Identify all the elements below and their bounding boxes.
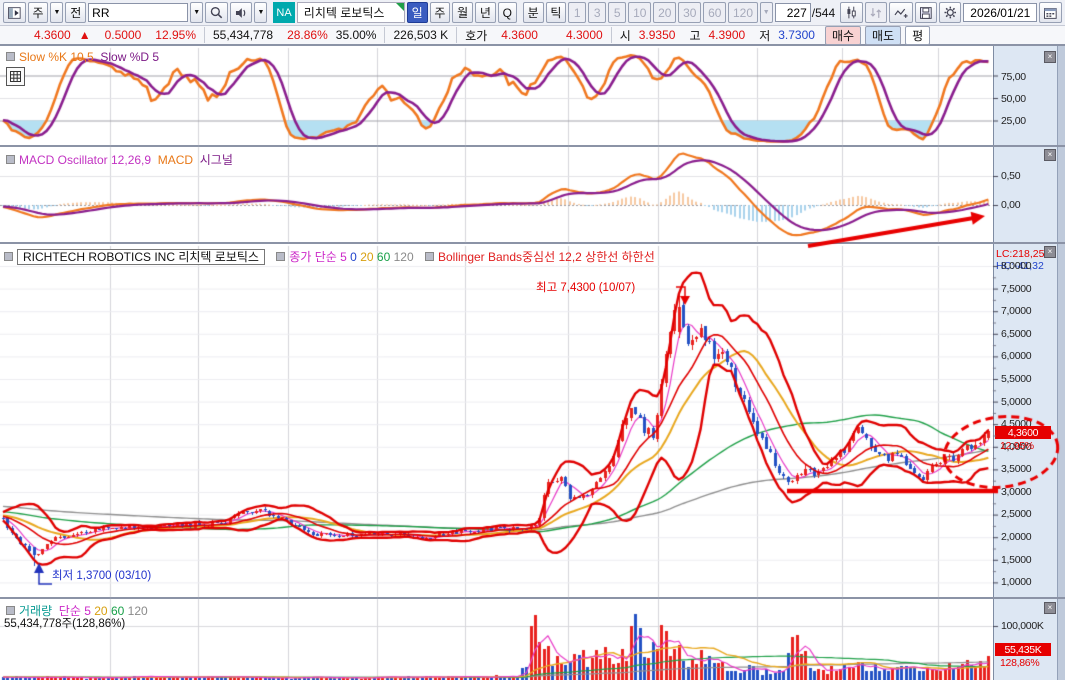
trendline-tool-icon[interactable] [889, 2, 913, 23]
interval-30-button[interactable]: 30 [678, 2, 702, 23]
interval-1-button[interactable]: 1 [568, 2, 587, 23]
volume-ma-label: 단순 5 [58, 604, 91, 618]
macd-signal-label: 시그널 [199, 153, 233, 167]
volume-legend[interactable]: 거래량 단순 5 20 60 120 [6, 602, 148, 619]
week-quick-dropdown-icon[interactable]: ▼ [50, 2, 64, 23]
bollinger-label: Bollinger Bands중심선 12,2 상한선 하한선 [437, 250, 655, 264]
data-table-icon[interactable] [6, 67, 25, 86]
speaker-dropdown-icon[interactable]: ▼ [254, 2, 268, 23]
speaker-icon[interactable] [229, 2, 253, 23]
bid-price: 4.3000 [565, 28, 603, 42]
macd-line-label: MACD [157, 153, 194, 167]
legend-square-icon [6, 52, 15, 61]
macd-osc-label: MACD Oscillator 12,26,9 [19, 153, 152, 167]
interval-5-button[interactable]: 5 [608, 2, 627, 23]
period-day-button[interactable]: 일 [406, 2, 428, 23]
volume-ma20-label: 20 [94, 604, 108, 618]
week-quick-button[interactable]: 주 [27, 2, 49, 23]
main-legend[interactable]: RICHTECH ROBOTICS INC 리치텍 로보틱스 종가 단순 5 0… [4, 248, 655, 265]
volume-value: 55,434,778 [213, 28, 274, 42]
period-quarter-button[interactable]: Q [497, 2, 517, 23]
avg-button[interactable]: 평 [905, 25, 931, 45]
volume-ma60-label: 60 [110, 604, 125, 618]
chart-canvas[interactable] [0, 46, 1065, 680]
low-annotation: 최저 1,3700 (03/10) [52, 570, 152, 582]
high-price: 4.3900 [708, 28, 746, 42]
stoch-legend[interactable]: Slow %K 10,5 Slow %D 5 [6, 50, 159, 64]
minute-button[interactable]: 분 [522, 2, 544, 23]
period-year-button[interactable]: 년 [475, 2, 496, 23]
high-label: 고 [689, 28, 701, 43]
low-label: 저 [759, 28, 771, 43]
interval-60-button[interactable]: 60 [703, 2, 727, 23]
interval-3-button[interactable]: 3 [588, 2, 607, 23]
symbol-dropdown-icon[interactable]: ▼ [190, 2, 204, 23]
interval-120-button[interactable]: 120 [728, 2, 758, 23]
symbol-input[interactable] [88, 3, 189, 22]
legend-square-icon [276, 252, 286, 261]
date-input[interactable] [963, 3, 1038, 22]
price-change: 0.5000 [104, 28, 142, 42]
open-price: 3.9350 [638, 28, 676, 42]
current-price: 4.3600 [34, 28, 71, 42]
interval-dropdown-icon[interactable]: ▼ [759, 2, 773, 23]
high-annotation: 최고 7,4300 (10/07) [536, 282, 636, 294]
interval-10-button[interactable]: 10 [628, 2, 652, 23]
stock-name-label: 리치텍 로보틱스 [296, 2, 405, 23]
ratio-percent: 35.00% [335, 28, 377, 42]
exchange-badge: NA [273, 2, 295, 23]
ma60-label: 60 [376, 250, 391, 264]
candle-count-input[interactable] [774, 3, 811, 22]
calendar-icon[interactable] [1039, 2, 1062, 23]
compare-icon[interactable] [864, 2, 888, 23]
search-icon[interactable] [205, 2, 228, 23]
quote-info-bar: 4.3600 ▲ 0.5000 12.95% 55,434,778 28.86%… [0, 25, 1065, 46]
buy-button[interactable]: 매수 [824, 25, 862, 45]
interval-20-button[interactable]: 20 [653, 2, 677, 23]
legend-square-icon [4, 252, 13, 261]
chart-area: × × × × 75,00 50,00 25,00 0,50 0,00 LC:2… [0, 46, 1065, 680]
volume-label: 거래량 [19, 604, 53, 618]
legend-square-icon [424, 252, 434, 261]
stoch-k-label: Slow %K 10,5 [19, 50, 94, 64]
tick-button[interactable]: 틱 [545, 2, 567, 23]
up-arrow-icon: ▲ [78, 28, 91, 42]
toolbar: 주 ▼ 전 ▼ ▼ NA 리치텍 로보틱스 일 주 월 년 Q 분 틱 1 3 … [0, 0, 1065, 26]
open-label: 시 [619, 28, 631, 43]
amount-value: 226,503 K [393, 28, 449, 42]
volume-ma120-label: 120 [127, 604, 148, 618]
settings-gear-icon[interactable] [938, 2, 962, 23]
ask-price: 4.3600 [501, 28, 538, 42]
ma0-label: 0 [350, 250, 357, 264]
sell-button[interactable]: 매도 [865, 25, 902, 45]
macd-legend[interactable]: MACD Oscillator 12,26,9 MACD 시그널 [6, 151, 233, 168]
collapse-panel-icon[interactable] [3, 2, 26, 23]
period-week-button[interactable]: 주 [429, 2, 451, 23]
ma-label: 종가 단순 5 [289, 250, 347, 264]
period-month-button[interactable]: 월 [452, 2, 474, 23]
prev-stock-button[interactable]: 전 [65, 2, 87, 23]
legend-square-icon [6, 155, 15, 164]
change-percent: 12.95% [155, 28, 196, 42]
low-price: 3.7300 [778, 28, 815, 42]
stoch-d-label: Slow %D 5 [100, 50, 160, 64]
candle-style-icon[interactable] [840, 2, 863, 23]
turnover-percent: 28.86% [287, 28, 328, 42]
stock-title: RICHTECH ROBOTICS INC 리치텍 로보틱스 [17, 249, 265, 265]
ma120-label: 120 [393, 250, 414, 264]
volume-summary: 55,434,778주(128,86%) [4, 618, 126, 630]
candle-total-label: /544 [811, 5, 836, 20]
ma20-label: 20 [360, 250, 374, 264]
legend-square-icon [6, 606, 15, 615]
save-icon[interactable] [914, 2, 937, 23]
hoga-label: 호가 [465, 28, 488, 43]
